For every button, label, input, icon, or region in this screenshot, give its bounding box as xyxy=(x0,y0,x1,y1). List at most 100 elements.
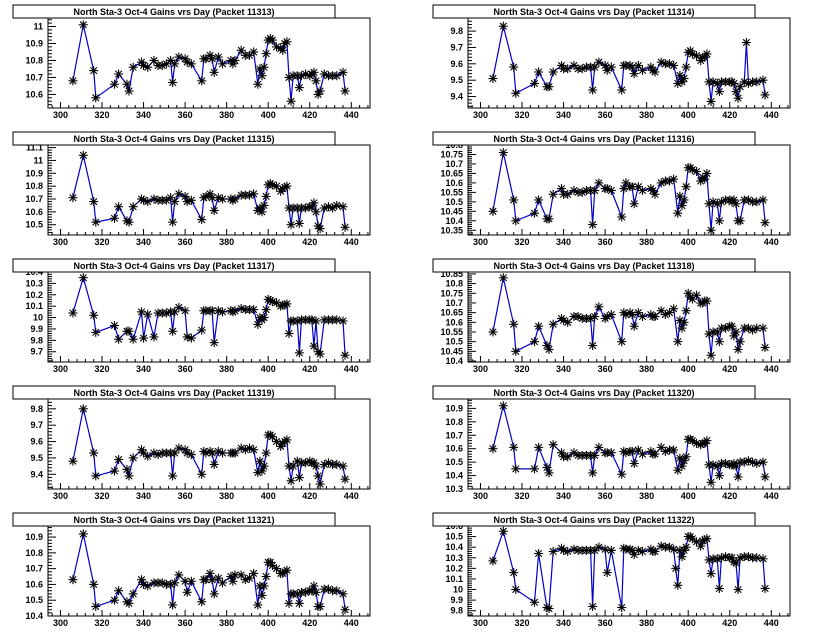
data-point xyxy=(340,350,350,360)
data-point xyxy=(124,471,134,481)
x-tick-label: 300 xyxy=(473,110,488,120)
data-point xyxy=(78,150,88,160)
data-point xyxy=(261,191,271,201)
y-tick-label: 10.35 xyxy=(440,225,463,235)
y-tick-label: 9.9 xyxy=(450,595,463,605)
data-point xyxy=(267,297,277,307)
x-tick-label: 400 xyxy=(681,110,696,120)
data-point xyxy=(529,337,539,347)
data-point xyxy=(253,600,263,610)
data-point xyxy=(714,471,724,481)
data-point xyxy=(594,57,604,67)
data-point xyxy=(78,529,88,539)
data-point xyxy=(606,310,616,320)
data-point xyxy=(669,544,679,554)
data-point xyxy=(170,59,180,69)
data-point xyxy=(706,225,716,235)
data-point xyxy=(760,90,770,100)
data-point xyxy=(758,195,768,205)
data-point xyxy=(68,193,78,203)
data-point xyxy=(311,316,321,326)
x-tick-label: 380 xyxy=(219,110,234,120)
data-point xyxy=(114,586,124,596)
data-point xyxy=(294,598,304,608)
y-tick-label: 10.75 xyxy=(440,149,463,159)
plot-frame xyxy=(47,525,371,617)
data-point xyxy=(168,471,178,481)
data-point xyxy=(650,449,660,459)
data-point xyxy=(498,148,508,158)
y-tick-label: 10.9 xyxy=(25,38,43,48)
data-point xyxy=(677,323,687,333)
x-tick-label: 400 xyxy=(681,237,696,247)
x-tick-label: 360 xyxy=(598,110,613,120)
data-point xyxy=(733,344,743,354)
x-tick-label: 380 xyxy=(219,237,234,247)
chart-svg: 300 320 340 360 380 400 420 440 10.6 10.7 10.8 10.9… xyxy=(12,4,371,120)
x-tick-label: 420 xyxy=(302,364,317,374)
data-point xyxy=(588,341,598,351)
y-tick-label: 10.65 xyxy=(440,168,463,178)
data-point xyxy=(679,456,689,466)
x-tick-label: 420 xyxy=(302,237,317,247)
y-tick-label: 9.6 xyxy=(30,437,43,447)
data-point xyxy=(249,568,259,578)
x-tick-label: 420 xyxy=(722,491,737,501)
data-point xyxy=(638,449,648,459)
data-point xyxy=(180,306,190,316)
y-tick-label: 9.6 xyxy=(450,59,463,69)
title-box xyxy=(432,131,756,146)
data-point xyxy=(286,476,296,486)
data-point xyxy=(511,585,521,595)
data-point xyxy=(752,77,762,87)
data-point xyxy=(128,62,138,72)
chart-panel: 300 320 340 360 380 400 420 440 9.4 9.5 9.6 9.7 9.8 N… xyxy=(420,0,840,127)
x-tick-label: 360 xyxy=(178,237,193,247)
data-point xyxy=(563,452,573,462)
data-point xyxy=(511,464,521,474)
data-point xyxy=(706,477,716,487)
y-tick-label: 9.8 xyxy=(30,404,43,414)
data-point xyxy=(284,329,294,339)
y-tick-label: 10.5 xyxy=(445,457,463,467)
data-point xyxy=(752,458,762,468)
data-point xyxy=(89,579,99,589)
chart-title: North Sta-3 Oct-4 Gains vrs Day (Packet … xyxy=(493,134,694,144)
data-point xyxy=(301,203,311,213)
data-point xyxy=(209,589,219,599)
data-point xyxy=(315,224,325,234)
chart-panel: 300 320 340 360 380 400 420 440 10.35 10.4 10.45 10… xyxy=(420,127,840,254)
data-point xyxy=(259,581,269,591)
data-point xyxy=(714,87,724,97)
data-point xyxy=(675,315,685,325)
chart-svg: 300 320 340 360 380 400 420 440 9.89.91010.110.2… xyxy=(432,512,791,628)
data-point xyxy=(89,310,99,320)
data-point xyxy=(577,64,587,74)
data-point xyxy=(606,185,616,195)
data-point xyxy=(752,553,762,563)
y-tick-label: 10.5 xyxy=(25,220,43,230)
data-point xyxy=(218,578,228,588)
data-point xyxy=(563,189,573,199)
x-tick-label: 360 xyxy=(178,491,193,501)
chart-svg: 300 320 340 360 380 400 420 44010.410.4510.510.… xyxy=(432,258,791,374)
data-point xyxy=(78,404,88,414)
y-tick-label: 10.7 xyxy=(445,159,463,169)
data-point xyxy=(733,472,743,482)
chart-panel: 300 320 340 360 380 400 420 440 9.7 9.8 9.9 10 10.1 1… xyxy=(0,254,420,381)
x-tick-label: 300 xyxy=(53,364,68,374)
data-point xyxy=(692,167,702,177)
data-point xyxy=(68,76,78,86)
data-point xyxy=(529,464,539,474)
y-tick-label: 10.55 xyxy=(440,327,463,337)
data-point xyxy=(629,321,639,331)
x-tick-label: 440 xyxy=(764,364,779,374)
data-point xyxy=(209,206,219,216)
data-point xyxy=(621,448,631,458)
data-point xyxy=(218,448,228,458)
data-point xyxy=(758,457,768,467)
x-tick-label: 440 xyxy=(344,618,359,628)
chart-title: North Sta-3 Oct-4 Gains vrs Day (Packet … xyxy=(73,7,274,17)
x-tick-label: 300 xyxy=(53,491,68,501)
data-point xyxy=(681,452,691,462)
